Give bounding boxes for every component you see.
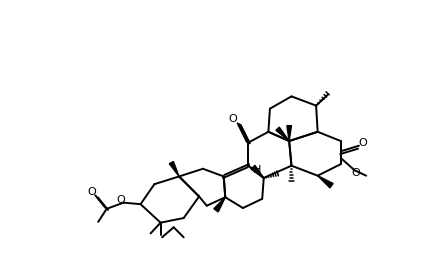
Polygon shape bbox=[214, 197, 225, 212]
Polygon shape bbox=[170, 161, 179, 176]
Polygon shape bbox=[251, 165, 264, 178]
Polygon shape bbox=[287, 126, 291, 141]
Text: O: O bbox=[116, 194, 125, 204]
Text: O: O bbox=[229, 114, 237, 124]
Text: O: O bbox=[352, 168, 360, 178]
Polygon shape bbox=[318, 176, 333, 188]
Text: O: O bbox=[358, 138, 367, 148]
Text: O: O bbox=[87, 187, 96, 197]
Text: H: H bbox=[253, 165, 261, 175]
Polygon shape bbox=[276, 127, 289, 141]
